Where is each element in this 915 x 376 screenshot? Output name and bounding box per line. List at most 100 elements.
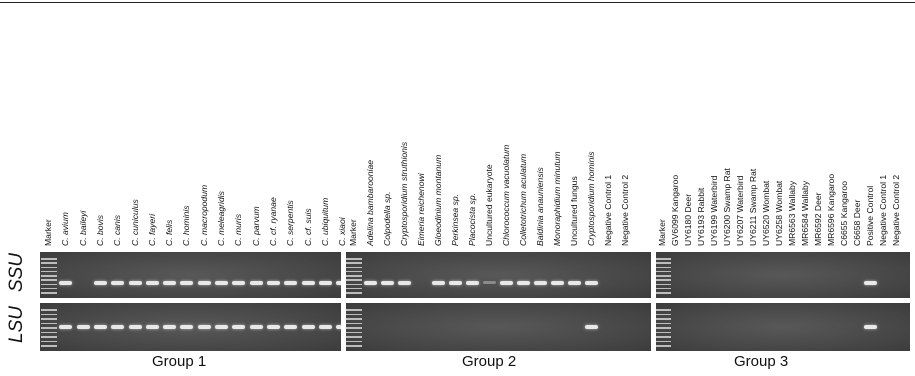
lane-label: C6655 Kangaroo — [839, 181, 849, 246]
pcr-band — [249, 324, 263, 329]
lane-label: C. felis — [164, 219, 175, 246]
group-label: Group 2 — [462, 353, 517, 370]
pcr-band — [585, 280, 598, 285]
pcr-band — [432, 280, 445, 285]
ladder-band — [656, 262, 671, 264]
pcr-band — [266, 280, 280, 285]
gel-panel-ssu — [346, 252, 651, 298]
lane-label: C. macropodum — [198, 184, 209, 246]
ladder-band — [41, 331, 57, 333]
ladder-band — [656, 292, 671, 294]
ladder-band — [41, 336, 57, 338]
lane-label: Adelina bambarooniae — [365, 159, 375, 246]
gel-panel-lsu — [346, 303, 651, 351]
pcr-band — [449, 280, 462, 285]
ladder-band — [346, 313, 362, 315]
lane-label: MR6563 Wallaby — [787, 180, 797, 246]
ladder-band — [346, 279, 362, 281]
gel-panel-ssu — [40, 252, 341, 298]
pcr-band — [59, 280, 73, 285]
pcr-band — [249, 280, 263, 285]
pcr-band — [398, 280, 411, 285]
pcr-band — [93, 324, 107, 329]
lane-label: UY6180 Deer — [683, 193, 693, 246]
ladder-band — [656, 340, 671, 342]
gel-panel-lsu — [656, 303, 910, 351]
pcr-band — [76, 324, 90, 329]
ladder-band — [346, 340, 362, 342]
pcr-band — [364, 280, 377, 285]
ladder-band — [41, 283, 57, 285]
lane-label: C. meleagridis — [216, 191, 226, 246]
pcr-band — [336, 324, 341, 329]
lane-label: Baldinia anauniensis — [535, 167, 545, 246]
lane-label: MR6592 Deer — [813, 192, 823, 247]
lane-label: UY6200 Swamp Rat — [722, 168, 732, 246]
ladder-band — [346, 327, 362, 329]
pcr-band — [864, 324, 877, 329]
ladder-band — [656, 331, 671, 333]
lane-label: UY6211 Swamp Rat — [748, 168, 758, 246]
ladder-band — [41, 318, 57, 320]
ladder-band — [41, 262, 57, 264]
ladder-band — [41, 266, 57, 268]
ladder-band — [346, 322, 362, 324]
lane-label: Cryptosporidium struthionis — [399, 141, 409, 246]
ladder-band — [656, 270, 671, 273]
lane-label: C. fayeri — [146, 214, 157, 246]
lane-label: Negative Control 2 — [891, 174, 901, 246]
ladder-band — [656, 336, 671, 338]
pcr-band — [381, 280, 394, 285]
lane-label: C. muris — [233, 214, 244, 246]
pcr-band — [59, 324, 73, 329]
lane-label: Uncultured fungus — [569, 176, 579, 246]
pcr-band — [163, 324, 177, 329]
ladder-band — [346, 258, 362, 260]
lane-label: Marker — [43, 219, 53, 246]
gel-background — [656, 252, 910, 298]
ladder-band — [41, 322, 57, 324]
pcr-band — [266, 324, 280, 329]
ladder-band — [41, 275, 57, 277]
ladder-band — [346, 318, 362, 320]
ladder-band — [656, 309, 671, 311]
lane-label: UY6520 Wombat — [761, 180, 771, 246]
pcr-band — [128, 324, 142, 329]
ladder-band — [656, 327, 671, 329]
ladder-band — [346, 283, 362, 285]
lane-label: C. bovis — [94, 214, 105, 246]
top-border-line — [0, 2, 915, 3]
pcr-band — [284, 280, 298, 285]
pcr-band — [180, 280, 194, 285]
pcr-band — [145, 280, 159, 285]
lane-label: Gloeodinium montanum — [433, 154, 443, 246]
ladder-band — [656, 313, 671, 315]
lane-label: Monoraphidium minutum — [552, 151, 562, 246]
ladder-band — [346, 309, 362, 311]
ladder-band — [346, 287, 362, 290]
pcr-band — [111, 324, 125, 329]
lane-label: UY6199 Waterbird — [709, 175, 719, 246]
ladder-band — [41, 279, 57, 281]
lane-label: C6658 Deer — [852, 199, 862, 246]
pcr-band — [301, 324, 315, 329]
lane-label: Positive Control — [865, 185, 875, 246]
ladder-band — [346, 292, 362, 294]
ladder-band — [41, 270, 57, 273]
lane-label: Marker — [657, 219, 667, 246]
pcr-band — [551, 280, 564, 285]
pcr-band — [466, 280, 479, 285]
lane-label: Colpodella sp. — [382, 191, 392, 246]
pcr-band — [197, 324, 211, 329]
lane-label: C. serpentis — [285, 200, 296, 246]
ladder-band — [41, 287, 57, 290]
ladder-band — [346, 331, 362, 333]
pcr-band — [483, 280, 496, 284]
pcr-band — [215, 324, 228, 329]
ladder-band — [656, 345, 671, 347]
lane-label: Cryptosporidium hominis — [586, 151, 596, 246]
ladder-band — [656, 258, 671, 260]
pcr-band — [318, 280, 332, 285]
ladder-band — [656, 266, 671, 268]
ladder-band — [346, 270, 362, 273]
